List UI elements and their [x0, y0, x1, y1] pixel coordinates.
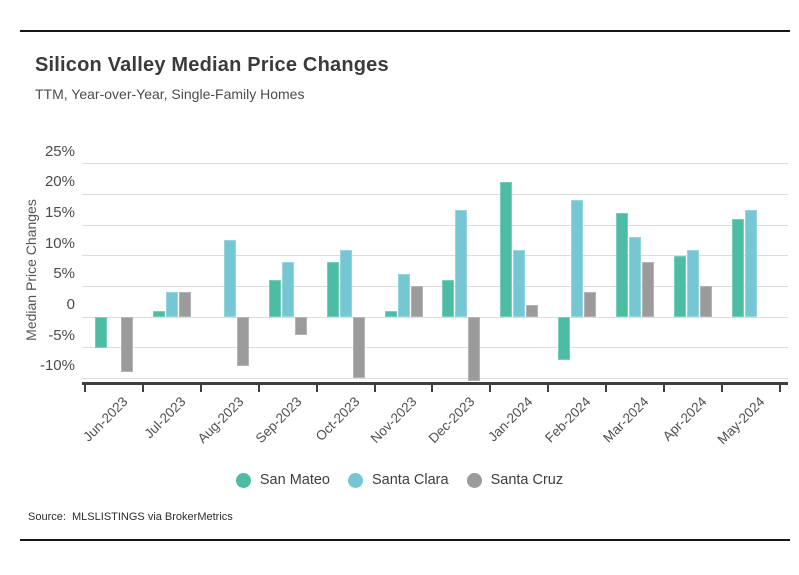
x-axis-line [82, 382, 788, 385]
gridline-15% [82, 224, 788, 226]
bar-santa-cruz-Apr-2024 [700, 286, 712, 317]
bar-santa-cruz-Feb-2024 [584, 292, 597, 317]
bar-santa-cruz-Jun-2023 [121, 317, 133, 373]
legend-swatch-icon [348, 472, 363, 488]
y-tick-label: 20% [44, 173, 75, 191]
x-axis-tick [778, 385, 781, 392]
gridline-0 [82, 316, 788, 318]
bar-santa-cruz-Nov-2023 [410, 286, 423, 317]
bar-santa-clara-Mar-2024 [629, 237, 642, 317]
bar-santa-cruz-Jul-2023 [178, 292, 191, 317]
gridline-5% [82, 285, 788, 287]
gridline-25% [82, 163, 788, 165]
y-tick-label: 25% [44, 142, 75, 160]
bar-santa-clara-Dec-2023 [455, 209, 468, 317]
y-tick-label: 5% [53, 265, 75, 283]
bar-santa-cruz-Jan-2024 [526, 304, 539, 317]
y-tick-label: 15% [44, 204, 75, 221]
x-axis-tick [663, 385, 665, 392]
legend-label: Santa Cruz [490, 472, 564, 488]
top-divider [20, 30, 790, 32]
bar-san-mateo-Nov-2023 [384, 310, 397, 317]
legend-swatch-icon [235, 472, 251, 488]
bar-santa-clara-Sep-2023 [281, 261, 294, 317]
bar-santa-cruz-Oct-2023 [352, 317, 365, 379]
legend-label: San Mateo [259, 472, 330, 488]
bar-san-mateo-Feb-2024 [558, 317, 571, 360]
gridline-20% [82, 193, 788, 195]
bar-san-mateo-Jun-2023 [95, 317, 107, 348]
bar-chart-plot-area: Median Price Changes 25% 20% 15% 10% 5% 0 -5% -… [0, 140, 799, 470]
bar-santa-clara-Feb-2024 [571, 200, 584, 317]
bar-san-mateo-Dec-2023 [442, 280, 455, 317]
y-tick-label: 0 [66, 296, 75, 313]
bar-santa-clara-Jul-2023 [165, 292, 178, 317]
legend-label: Santa Clara [372, 472, 449, 488]
x-axis-tick [315, 385, 318, 392]
bar-santa-clara-Oct-2023 [339, 249, 352, 317]
bar-santa-clara-Aug-2023 [223, 240, 236, 317]
y-tick-label: -10% [39, 357, 75, 375]
bar-santa-clara-May-2024 [744, 209, 757, 317]
x-axis-tick [199, 385, 202, 392]
legend-swatch-icon [466, 472, 482, 488]
x-axis-tick [373, 385, 376, 392]
y-tick-label: 10% [44, 234, 75, 252]
x-axis-tick [605, 385, 608, 392]
bar-santa-clara-Jan-2024 [513, 249, 526, 317]
x-axis-tick [257, 385, 260, 392]
bar-santa-cruz-Mar-2024 [642, 261, 655, 317]
gridline--5% [82, 347, 788, 349]
legend-item-santa-cruz: Santa Cruz [466, 472, 564, 488]
gridline-10% [82, 255, 788, 257]
bar-san-mateo-Oct-2023 [326, 261, 339, 317]
chart-title: Silicon Valley Median Price Changes [35, 54, 389, 76]
bar-santa-cruz-Dec-2023 [468, 317, 481, 382]
y-tick-label: -5% [48, 326, 75, 344]
bar-san-mateo-Mar-2024 [616, 212, 629, 317]
gridline--10% [82, 377, 788, 379]
legend: San Mateo Santa Clara Santa Cruz [0, 472, 799, 488]
bar-santa-clara-Apr-2024 [687, 249, 699, 317]
bar-san-mateo-Jan-2024 [500, 182, 513, 317]
x-axis-tick [547, 385, 550, 392]
source-note: Source: MLSLISTINGS via BrokerMetrics [28, 511, 233, 523]
x-axis-tick [141, 385, 144, 392]
x-axis-tick [431, 385, 434, 392]
bar-san-mateo-May-2024 [731, 218, 744, 317]
chart-subtitle: TTM, Year-over-Year, Single-Family Homes [35, 86, 305, 102]
bar-san-mateo-Apr-2024 [674, 255, 686, 317]
bar-santa-clara-Nov-2023 [397, 274, 410, 317]
bar-santa-cruz-Aug-2023 [236, 317, 249, 367]
x-axis-tick [489, 385, 492, 392]
legend-item-san-mateo: San Mateo [235, 472, 330, 488]
bar-santa-cruz-Sep-2023 [294, 317, 307, 336]
bar-san-mateo-Jul-2023 [152, 310, 165, 317]
bottom-divider [20, 539, 790, 541]
bar-san-mateo-Sep-2023 [268, 280, 281, 317]
x-axis-tick [720, 385, 723, 392]
x-axis-tick [84, 385, 86, 392]
legend-item-santa-clara: Santa Clara [348, 472, 449, 488]
